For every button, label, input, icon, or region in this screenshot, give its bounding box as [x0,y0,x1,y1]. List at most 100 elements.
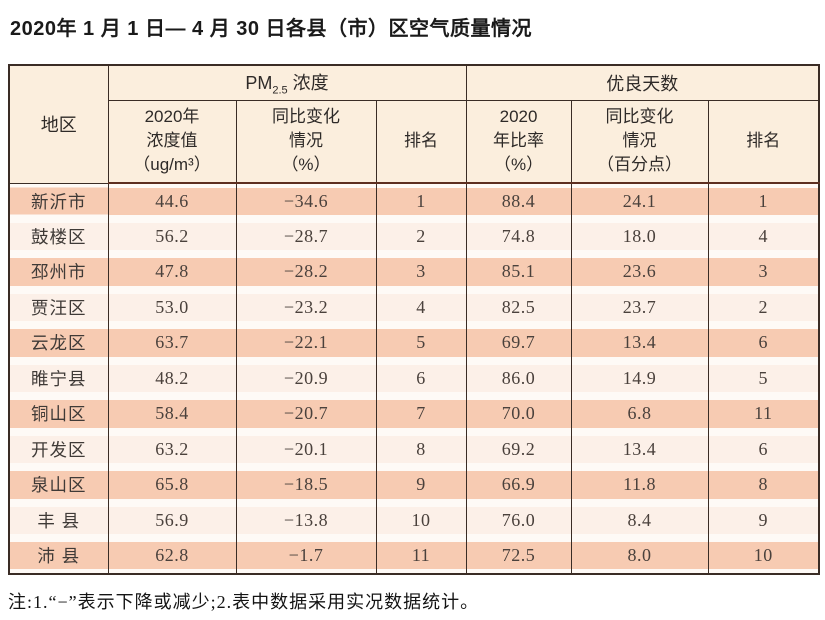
footnote: 注:1.“−”表示下降或减少;2.表中数据采用实况数据统计。 [8,591,480,612]
cell-good-change: 8.0 [570,538,709,574]
col-header-good-ratio: 2020 年比率 （%） [465,99,572,184]
cell-good-change: 24.1 [570,183,709,219]
cell-good-ratio: 70.0 [465,396,572,432]
cell-pm-change: −34.6 [235,183,377,219]
cell-pm-change: −28.2 [235,254,377,290]
cell-pm-rank: 6 [375,360,467,396]
cell-pm-value: 53.0 [107,289,237,325]
table-row: 邳州市 47.8 −28.2 3 85.1 23.6 3 [8,254,820,290]
cell-pm-change: −20.9 [235,360,377,396]
col-group-pm25: PM2.5 浓度 [107,64,467,101]
cell-pm-rank: 1 [375,183,467,219]
cell-pm-rank: 9 [375,467,467,503]
cell-good-change: 6.8 [570,396,709,432]
cell-pm-rank: 7 [375,396,467,432]
cell-region: 鼓楼区 [8,218,109,254]
cell-good-rank: 2 [707,289,820,325]
cell-pm-value: 62.8 [107,538,237,574]
cell-pm-change: −20.1 [235,431,377,467]
col-header-pm-value: 2020年 浓度值 （ug/m³） [107,99,237,184]
cell-good-rank: 9 [707,502,820,538]
table-row: 云龙区 63.7 −22.1 5 69.7 13.4 6 [8,325,820,361]
cell-good-rank: 1 [707,183,820,219]
cell-pm-rank: 8 [375,431,467,467]
cell-pm-change: −23.2 [235,289,377,325]
table-row: 开发区 63.2 −20.1 8 69.2 13.4 6 [8,431,820,467]
cell-region: 新沂市 [8,183,109,219]
table-row: 新沂市 44.6 −34.6 1 88.4 24.1 1 [8,183,820,219]
cell-pm-value: 48.2 [107,360,237,396]
table-row: 泉山区 65.8 −18.5 9 66.9 11.8 8 [8,467,820,503]
cell-good-change: 13.4 [570,431,709,467]
cell-good-ratio: 69.7 [465,325,572,361]
cell-pm-change: −22.1 [235,325,377,361]
cell-pm-value: 56.9 [107,502,237,538]
table-body: 新沂市 44.6 −34.6 1 88.4 24.1 1 鼓楼区 56.2 −2… [8,183,820,574]
cell-good-ratio: 74.8 [465,218,572,254]
cell-good-ratio: 88.4 [465,183,572,219]
cell-good-change: 11.8 [570,467,709,503]
cell-region: 睢宁县 [8,360,109,396]
cell-good-rank: 3 [707,254,820,290]
pm25-label-suffix: 浓度 [287,72,329,93]
cell-good-ratio: 72.5 [465,538,572,574]
cell-pm-change: −18.5 [235,467,377,503]
pm25-label-prefix: PM [245,72,273,93]
cell-region: 云龙区 [8,325,109,361]
cell-pm-rank: 11 [375,538,467,574]
header-group-row: 地区 PM2.5 浓度 优良天数 [8,64,820,184]
col-header-good-rank: 排名 [707,99,820,184]
cell-good-change: 23.6 [570,254,709,290]
cell-good-rank: 8 [707,467,820,503]
cell-good-ratio: 85.1 [465,254,572,290]
air-quality-table: 地区 PM2.5 浓度 优良天数 2020年 浓度值 （ug/m³） 同比变化 … [8,64,821,575]
cell-pm-change: −28.7 [235,218,377,254]
cell-region: 泉山区 [8,467,109,503]
col-header-good-change: 同比变化 情况 （百分点） [570,99,709,184]
table-row: 鼓楼区 56.2 −28.7 2 74.8 18.0 4 [8,218,820,254]
cell-good-rank: 4 [707,218,820,254]
cell-good-change: 8.4 [570,502,709,538]
cell-pm-value: 56.2 [107,218,237,254]
cell-pm-value: 44.6 [107,183,237,219]
cell-good-ratio: 82.5 [465,289,572,325]
cell-pm-rank: 3 [375,254,467,290]
cell-good-change: 18.0 [570,218,709,254]
cell-pm-change: −20.7 [235,396,377,432]
cell-good-rank: 6 [707,325,820,361]
table-row: 贾汪区 53.0 −23.2 4 82.5 23.7 2 [8,289,820,325]
cell-region: 丰 县 [8,502,109,538]
cell-pm-value: 47.8 [107,254,237,290]
cell-good-rank: 6 [707,431,820,467]
page-title: 2020年 1 月 1 日— 4 月 30 日各县（市）区空气质量情况 [10,18,533,40]
cell-pm-value: 63.2 [107,431,237,467]
table-row: 铜山区 58.4 −20.7 7 70.0 6.8 11 [8,396,820,432]
cell-region: 贾汪区 [8,289,109,325]
cell-pm-rank: 2 [375,218,467,254]
cell-region: 铜山区 [8,396,109,432]
col-header-pm-rank: 排名 [375,99,467,184]
header-sub-row: 2020年 浓度值 （ug/m³） 同比变化 情况 （%） 排名 2020 年比… [9,99,820,184]
cell-good-rank: 10 [707,538,820,574]
table-row: 沛 县 62.8 −1.7 11 72.5 8.0 10 [8,538,820,574]
cell-good-ratio: 69.2 [465,431,572,467]
col-group-good-days: 优良天数 [465,64,820,101]
table-row: 丰 县 56.9 −13.8 10 76.0 8.4 9 [8,502,820,538]
cell-pm-value: 63.7 [107,325,237,361]
cell-pm-rank: 4 [375,289,467,325]
col-header-pm-change: 同比变化 情况 （%） [235,99,377,184]
cell-good-change: 23.7 [570,289,709,325]
cell-good-ratio: 76.0 [465,502,572,538]
cell-good-change: 13.4 [570,325,709,361]
cell-pm-change: −1.7 [235,538,377,574]
cell-good-ratio: 66.9 [465,467,572,503]
cell-region: 邳州市 [8,254,109,290]
cell-pm-value: 65.8 [107,467,237,503]
cell-region: 沛 县 [8,538,109,574]
cell-good-change: 14.9 [570,360,709,396]
cell-pm-value: 58.4 [107,396,237,432]
cell-region: 开发区 [8,431,109,467]
pm25-label-subscript: 2.5 [272,84,288,97]
cell-good-ratio: 86.0 [465,360,572,396]
